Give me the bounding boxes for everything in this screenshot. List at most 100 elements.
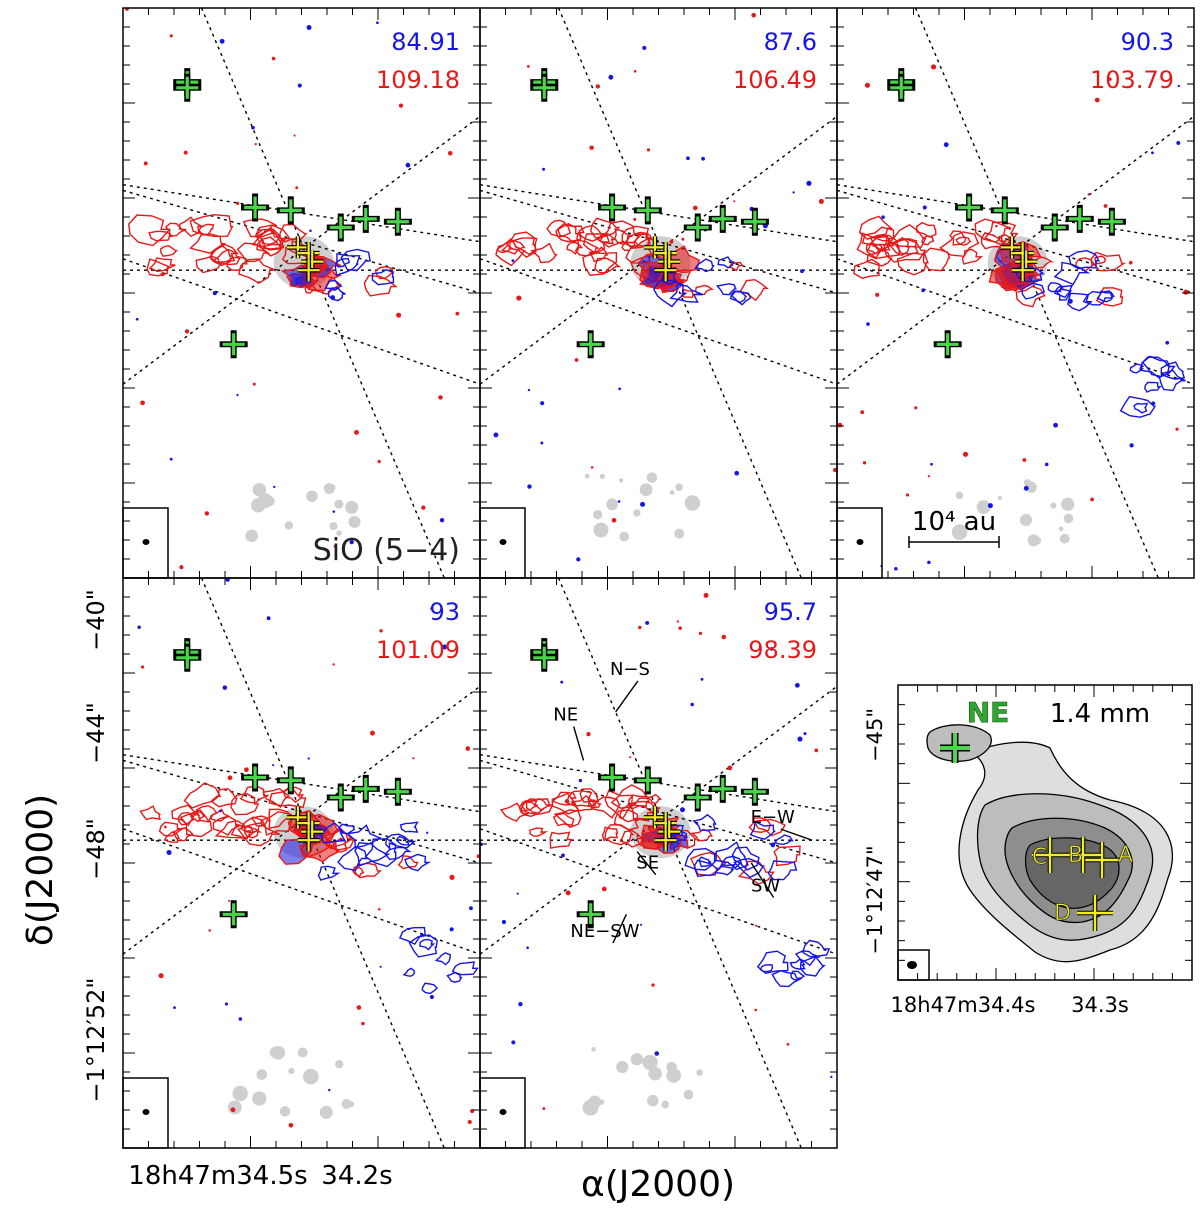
- inset-ytick-label-2: −1°12′47": [863, 845, 887, 954]
- blue-velocity-label: 95.7: [764, 598, 817, 626]
- green-source-marker: [244, 766, 267, 789]
- green-source-marker: [354, 777, 377, 800]
- inset-source-label: NE: [967, 696, 1010, 729]
- outflow-axis-lines: [480, 578, 837, 1148]
- xtick-label-1: 18h47m34.5s: [128, 1161, 307, 1191]
- inset-core-label-a: A: [1118, 843, 1133, 868]
- yellow-core-markers: [643, 236, 681, 282]
- blue-velocity-label: 84.91: [391, 28, 460, 56]
- green-source-marker: [222, 333, 245, 356]
- red-velocity-label: 106.49: [733, 66, 817, 94]
- beam-box: [836, 507, 883, 579]
- green-source-marker: [936, 333, 959, 356]
- x-axis-label: α(J2000): [581, 1164, 735, 1205]
- inset-core-label-d: D: [1054, 901, 1071, 926]
- green-source-markers: [530, 638, 769, 929]
- inset-marker: [940, 733, 970, 763]
- inset-beam-box: [897, 949, 930, 981]
- inset-core-label-c: C: [1032, 845, 1047, 870]
- inset-ytick-label-1: −45": [863, 708, 887, 762]
- yellow-core-markers: [643, 806, 681, 852]
- inset-xtick-label-2: 34.3s: [1071, 993, 1129, 1017]
- outflow-axis-lines: [480, 8, 837, 578]
- channel-panel-3: [837, 8, 1194, 578]
- inset-marker: [1077, 895, 1113, 931]
- green-source-marker: [1043, 216, 1066, 239]
- line-label: SiO (5−4): [313, 533, 460, 568]
- inset-xtick-label-1: 18h47m34.4s: [891, 993, 1036, 1017]
- inset-beam-ellipse: [907, 961, 917, 969]
- outflow-label: N−S: [610, 659, 650, 680]
- outflow-label: E−W: [751, 807, 795, 828]
- channel-panel-2: [480, 8, 837, 578]
- green-source-marker: [686, 786, 709, 809]
- green-source-marker: [533, 646, 556, 669]
- green-source-marker: [636, 199, 659, 222]
- beam-ellipse: [499, 1109, 507, 1115]
- green-source-marker: [222, 903, 245, 926]
- red-velocity-label: 109.18: [376, 66, 460, 94]
- channel-panel-1: [123, 8, 480, 578]
- green-source-markers: [173, 638, 412, 929]
- outflow-axis-lines: [837, 8, 1194, 578]
- red-velocity-label: 101.09: [376, 636, 460, 664]
- panel-frame: [836, 7, 1195, 579]
- yellow-core-marker: [654, 829, 677, 852]
- green-source-marker: [711, 777, 734, 800]
- inset-marker: [1065, 837, 1101, 873]
- inset-title: 1.4 mm: [1050, 699, 1150, 729]
- y-axis-label: δ(J2000): [20, 794, 61, 946]
- green-source-marker: [354, 207, 377, 230]
- green-source-marker: [601, 196, 624, 219]
- beam-box: [122, 1077, 169, 1149]
- beam-ellipse: [856, 539, 864, 545]
- channel-panel-5: [480, 578, 837, 1148]
- green-source-marker: [244, 196, 267, 219]
- yellow-core-marker: [654, 259, 677, 282]
- blue-contours: [324, 248, 395, 302]
- inset-marker: [1032, 837, 1068, 873]
- inset-contour-ne-source: [926, 724, 992, 762]
- green-source-marker: [386, 210, 409, 233]
- ytick-label-4: −1°12′52": [82, 978, 110, 1103]
- green-source-marker: [1068, 207, 1091, 230]
- green-source-marker: [890, 76, 913, 99]
- green-source-markers: [887, 68, 1126, 359]
- green-source-marker: [533, 76, 556, 99]
- blue-contours: [317, 821, 479, 995]
- green-source-marker: [279, 769, 302, 792]
- inset-core-label-b: B: [1068, 843, 1083, 868]
- green-source-marker: [993, 199, 1016, 222]
- green-source-marker: [686, 216, 709, 239]
- green-source-marker: [176, 76, 199, 99]
- green-source-marker: [743, 210, 766, 233]
- green-source-marker: [329, 786, 352, 809]
- outflow-label: NE: [553, 705, 578, 726]
- blue-velocity-label: 93: [429, 598, 460, 626]
- blue-velocity-label: 87.6: [764, 28, 817, 56]
- xtick-label-2: 34.2s: [321, 1161, 392, 1191]
- yellow-core-marker: [297, 259, 320, 282]
- outflow-label: NE−SW: [570, 921, 639, 942]
- green-source-marker: [636, 769, 659, 792]
- beam-box: [479, 1077, 526, 1149]
- blue-contours: [653, 256, 752, 308]
- scale-bar-label: 10⁴ au: [912, 507, 996, 537]
- red-velocity-label: 103.79: [1090, 66, 1174, 94]
- yellow-core-marker: [297, 829, 320, 852]
- beam-ellipse: [142, 539, 150, 545]
- green-source-marker: [176, 646, 199, 669]
- channel-panel-4: [123, 578, 480, 1148]
- green-source-marker: [1100, 210, 1123, 233]
- green-source-marker: [743, 780, 766, 803]
- green-source-markers: [530, 68, 769, 359]
- yellow-core-markers: [1000, 236, 1038, 282]
- red-velocity-label: 98.39: [748, 636, 817, 664]
- blue-velocity-label: 90.3: [1121, 28, 1174, 56]
- ytick-label-2: −44": [82, 702, 110, 764]
- green-source-markers: [173, 68, 412, 359]
- green-source-marker: [579, 903, 602, 926]
- beam-ellipse: [499, 539, 507, 545]
